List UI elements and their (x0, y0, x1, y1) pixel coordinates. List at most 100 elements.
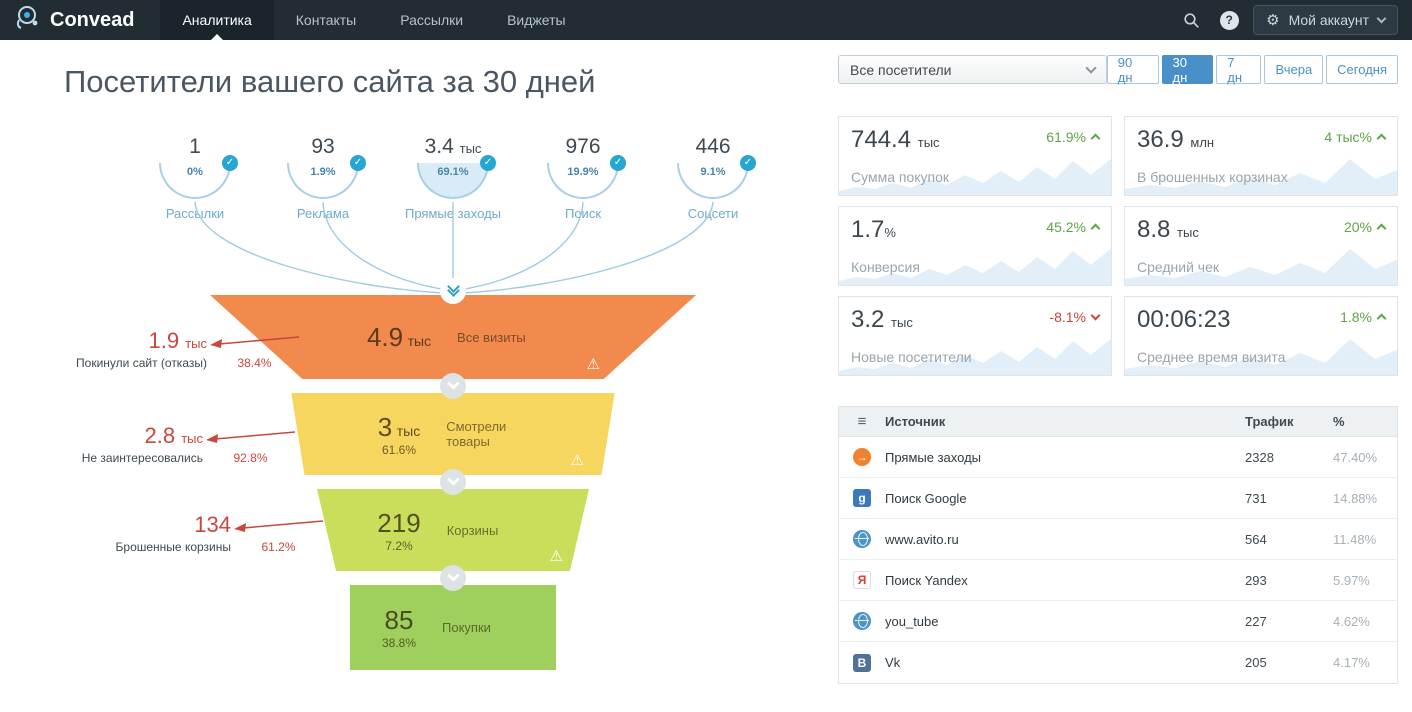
chevron-up-icon (1090, 133, 1101, 144)
range-yesterday-button[interactable]: Вчера (1264, 55, 1324, 84)
check-icon[interactable] (740, 155, 756, 171)
warning-icon[interactable] (550, 549, 563, 564)
dropoff-value: 134 (194, 512, 231, 537)
dropoff-not-interested: 2.8 тыс Не заинтересовались 92.8% (40, 423, 298, 465)
table-row[interactable]: Vk 205 4.17% (839, 642, 1397, 683)
brand[interactable]: Convead (0, 0, 160, 40)
stat-card-new-visitors[interactable]: 3.2 тыс -8.1% Новые посетители (838, 296, 1112, 376)
source-label: Рассылки (165, 206, 225, 221)
check-icon[interactable] (610, 155, 626, 171)
nav-item-mailings[interactable]: Рассылки (378, 0, 485, 40)
traffic-percent: 5.97% (1333, 572, 1370, 588)
segment-select[interactable]: Все посетители (838, 55, 1107, 84)
stage-label: Смотрели товары (446, 419, 507, 449)
page-title: Посетители вашего сайта за 30 дней (64, 64, 596, 99)
sparkline (839, 338, 1111, 375)
dropoff-percent: 92.8% (233, 451, 268, 465)
source-percent: 9.1% (700, 166, 726, 178)
dropoff-value: 1.9 тыс (148, 328, 207, 353)
table-row[interactable]: Поиск Google 731 14.88% (839, 478, 1397, 519)
yandex-icon (853, 571, 871, 589)
source-name: Поиск Google (885, 490, 967, 506)
stat-value: 8.8 тыс (1137, 216, 1199, 243)
search-icon[interactable] (1177, 6, 1205, 34)
top-navbar: Convead Аналитика Контакты Рассылки Видж… (0, 0, 1412, 40)
table-row[interactable]: you_tube 227 4.62% (839, 601, 1397, 642)
traffic-sources-table: Источник Трафик % Прямые заходы 2328 47.… (838, 406, 1398, 684)
vk-icon (853, 653, 871, 672)
traffic-value: 2328 (1245, 449, 1274, 465)
dropoff-label: Покинули сайт (отказы) (76, 356, 207, 370)
account-label: Мой аккаунт (1288, 12, 1369, 28)
stat-change: 4 тыс% (1324, 129, 1387, 145)
sparkline (1125, 249, 1397, 285)
traffic-percent: 11.48% (1333, 531, 1377, 547)
source-arc: 1.9% (287, 155, 366, 199)
source-ads[interactable]: 93 1.9% Реклама (258, 135, 388, 221)
funnel-stage-viewed-products[interactable]: 3 тыс 61.6% Смотрели товары (291, 393, 615, 475)
dropoff-abandoned-carts: 134 Брошенные корзины 61.2% (66, 512, 326, 554)
funnel-entry-arrow-icon (440, 278, 466, 304)
range-7d-button[interactable]: 7 дн (1216, 55, 1262, 85)
check-icon[interactable] (222, 155, 238, 171)
google-icon (853, 489, 871, 507)
help-button[interactable] (1215, 6, 1243, 34)
stat-value: 744.4 тыс (851, 126, 940, 153)
source-name: Vk (885, 655, 901, 670)
stat-card-average-check[interactable]: 8.8 тыс 20% Средний чек (1124, 206, 1398, 286)
source-social[interactable]: 446 9.1% Соцсети (648, 135, 778, 221)
warning-icon[interactable] (571, 453, 584, 468)
gear-icon (1266, 11, 1279, 29)
source-percent: 69.1% (437, 166, 469, 178)
traffic-percent: 47.40% (1333, 449, 1378, 465)
dropoff-arrow-icon (210, 336, 300, 348)
list-icon (839, 413, 885, 430)
stat-card-average-visit-time[interactable]: 00:06:23 1.8% Среднее время визита (1124, 296, 1398, 376)
table-row[interactable]: Прямые заходы 2328 47.40% (839, 437, 1397, 478)
nav-item-widgets[interactable]: Виджеты (485, 0, 588, 40)
nav-item-analytics[interactable]: Аналитика (160, 0, 274, 40)
dropoff-bounced: 1.9 тыс Покинули сайт (отказы) 38.4% (40, 328, 302, 370)
stat-change: 20% (1344, 219, 1387, 235)
stat-value: 36.9 млн (1137, 126, 1215, 153)
table-header: Источник Трафик % (839, 407, 1397, 437)
account-menu[interactable]: Мой аккаунт (1253, 5, 1398, 35)
stat-label: Среднее время визита (1137, 349, 1286, 365)
traffic-value: 293 (1245, 572, 1267, 588)
chevron-up-icon (1376, 313, 1387, 324)
column-header-source: Источник (885, 414, 946, 429)
range-30d-button[interactable]: 30 дн (1161, 55, 1214, 85)
stat-card-abandoned-value[interactable]: 36.9 млн 4 тыс% В брошенных корзинах (1124, 116, 1398, 196)
stat-change: -8.1% (1049, 309, 1101, 325)
table-row[interactable]: Поиск Yandex 293 5.97% (839, 560, 1397, 601)
nav-item-contacts[interactable]: Контакты (274, 0, 378, 40)
help-icon (1219, 10, 1239, 30)
stat-label: Сумма покупок (851, 169, 950, 185)
dropoff-value: 2.8 тыс (144, 423, 203, 448)
range-today-button[interactable]: Сегодня (1326, 55, 1398, 84)
source-mailings[interactable]: 1 0% Рассылки (130, 135, 260, 221)
stage-label: Все визиты (457, 329, 526, 345)
source-name: Прямые заходы (885, 449, 982, 465)
chevron-down-icon (1376, 13, 1387, 23)
stage-value: 4.9 тыс (366, 321, 432, 352)
funnel-stage-carts[interactable]: 219 7.2% Корзины (317, 489, 589, 571)
stat-card-purchase-sum[interactable]: 744.4 тыс 61.9% Сумма покупок (838, 116, 1112, 196)
funnel-stage-purchases[interactable]: 85 38.8% Покупки (350, 585, 556, 670)
range-90d-button[interactable]: 90 дн (1106, 55, 1159, 85)
source-search[interactable]: 976 19.9% Поиск (518, 135, 648, 221)
table-row[interactable]: www.avito.ru 564 11.48% (839, 519, 1397, 560)
warning-icon[interactable] (587, 357, 600, 372)
stat-cards: 744.4 тыс 61.9% Сумма покупок 36.9 млн 4… (838, 116, 1398, 376)
check-icon[interactable] (350, 155, 366, 171)
stage-value: 3 тыс 61.6% (377, 411, 421, 457)
dropoff-percent: 38.4% (237, 356, 272, 370)
step-arrow-down-icon (440, 373, 466, 399)
stage-label: Корзины (446, 522, 499, 538)
check-icon[interactable] (480, 155, 496, 171)
stage-value: 219 7.2% (377, 507, 421, 553)
source-label: Реклама (296, 206, 350, 221)
stat-card-conversion[interactable]: 1.7% 45.2% Конверсия (838, 206, 1112, 286)
direct-traffic-icon (853, 448, 871, 466)
brand-name: Convead (50, 8, 135, 31)
